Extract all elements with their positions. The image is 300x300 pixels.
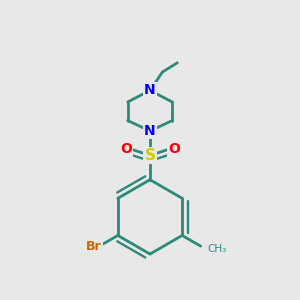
Text: Br: Br bbox=[86, 240, 102, 253]
Text: N: N bbox=[144, 83, 156, 98]
Text: N: N bbox=[144, 124, 156, 138]
Text: O: O bbox=[168, 142, 180, 156]
Text: O: O bbox=[120, 142, 132, 156]
Text: CH₃: CH₃ bbox=[207, 244, 226, 254]
Text: S: S bbox=[145, 148, 155, 163]
